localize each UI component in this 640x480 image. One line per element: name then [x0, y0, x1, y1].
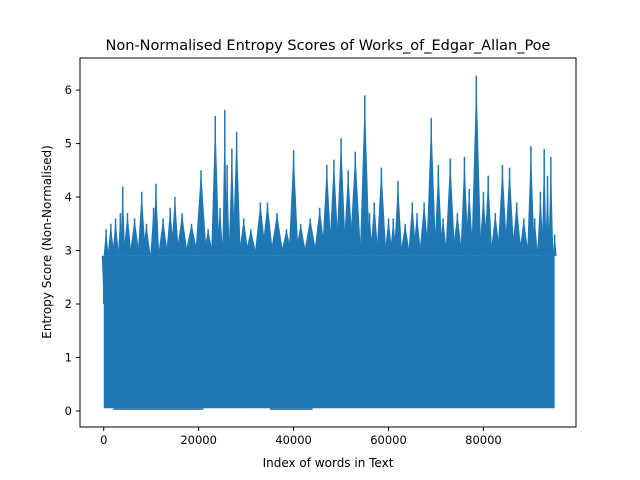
- y-tick-label: 6: [65, 83, 72, 97]
- x-tick-label: 0: [100, 433, 107, 447]
- y-tick-label: 4: [65, 190, 72, 204]
- plot-frame: [79, 57, 577, 428]
- x-tick-label: 40000: [275, 433, 312, 447]
- series-low-segment: [174, 408, 204, 410]
- y-tick-label: 3: [65, 244, 72, 258]
- x-tick-label: 60000: [370, 433, 407, 447]
- series-low-segment: [269, 408, 313, 410]
- y-tick-label: 0: [65, 404, 72, 418]
- x-axis: 0 20000 40000 60000 80000: [100, 427, 502, 447]
- y-axis: 0 1 2 3 4 5 6: [65, 83, 80, 418]
- plot-area: [101, 75, 557, 410]
- y-axis-label: Entropy Score (Non-Normalised): [40, 145, 54, 338]
- x-tick-label: 20000: [180, 433, 217, 447]
- series-band: [103, 255, 555, 409]
- y-tick-label: 5: [65, 137, 72, 151]
- series-low-segment: [113, 408, 175, 410]
- x-axis-label: Index of words in Text: [263, 456, 394, 470]
- x-tick-label: 80000: [465, 433, 502, 447]
- y-tick-label: 2: [65, 297, 72, 311]
- chart-title: Non-Normalised Entropy Scores of Works_o…: [106, 38, 551, 54]
- y-tick-label: 1: [65, 350, 72, 364]
